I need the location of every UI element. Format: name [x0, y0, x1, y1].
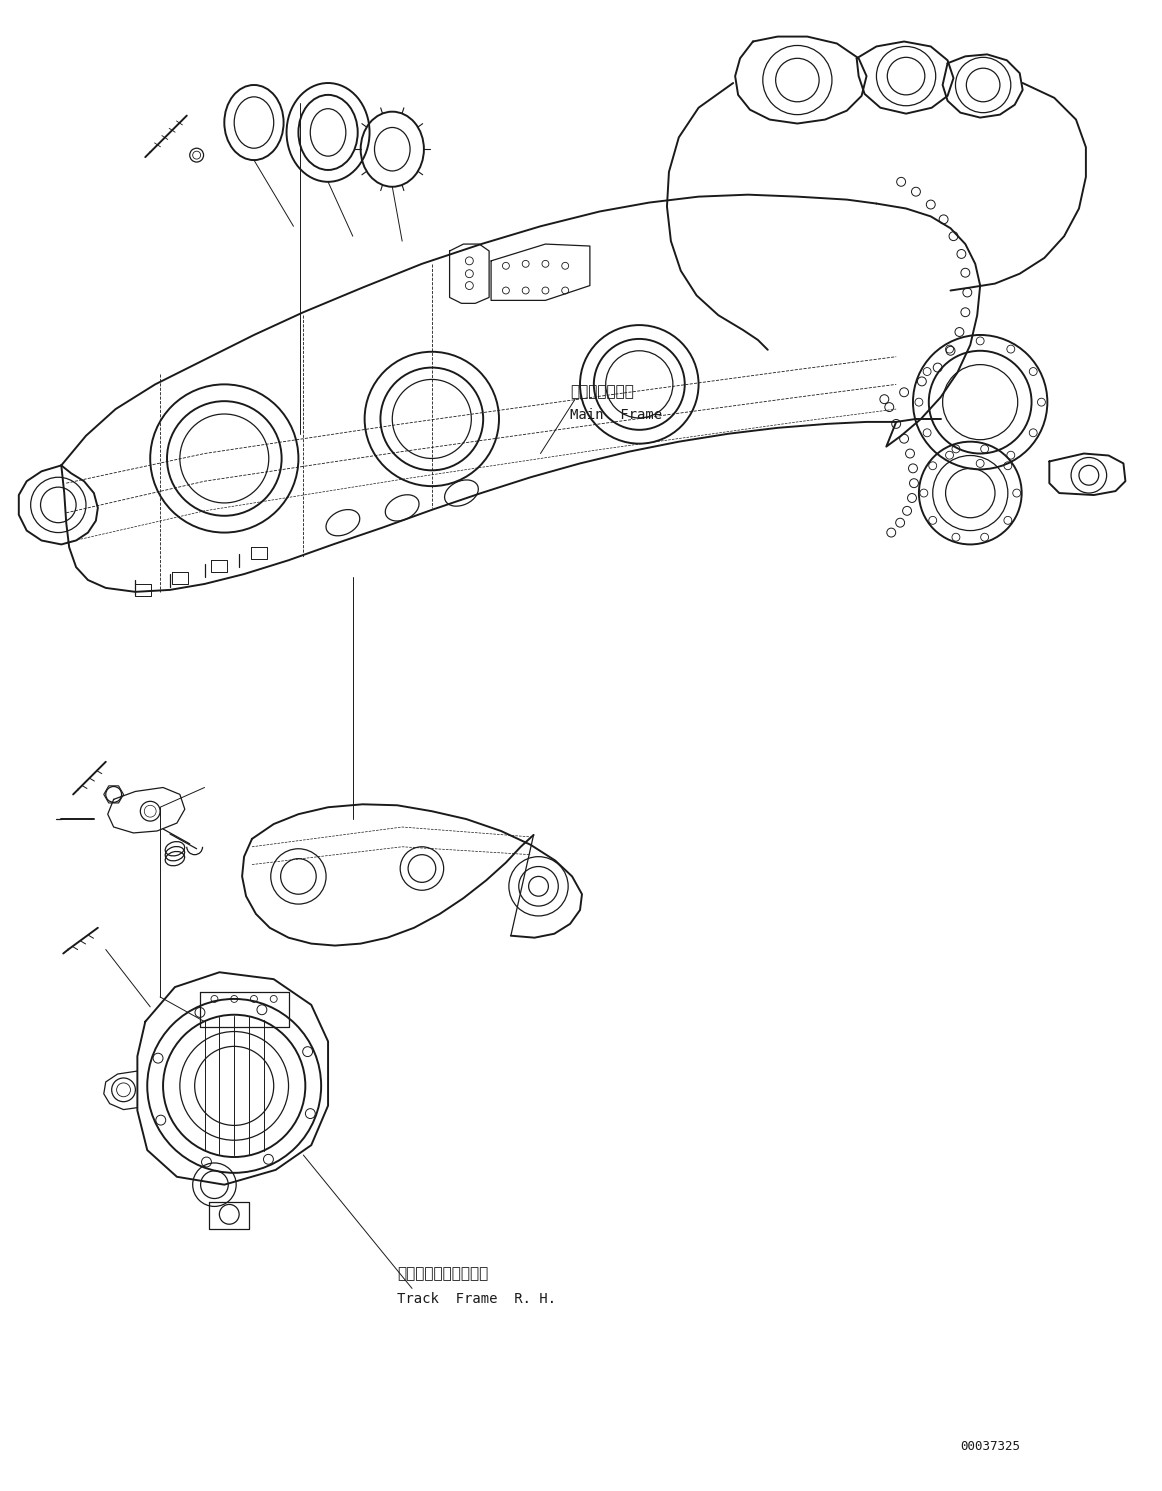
Text: Main  Frame: Main Frame [571, 409, 662, 422]
Text: メインフレーム: メインフレーム [571, 385, 634, 400]
Text: トラックフレーム　右: トラックフレーム 右 [397, 1266, 488, 1282]
Text: Track  Frame  R. H.: Track Frame R. H. [397, 1293, 557, 1306]
Text: 00037325: 00037325 [961, 1440, 1020, 1454]
